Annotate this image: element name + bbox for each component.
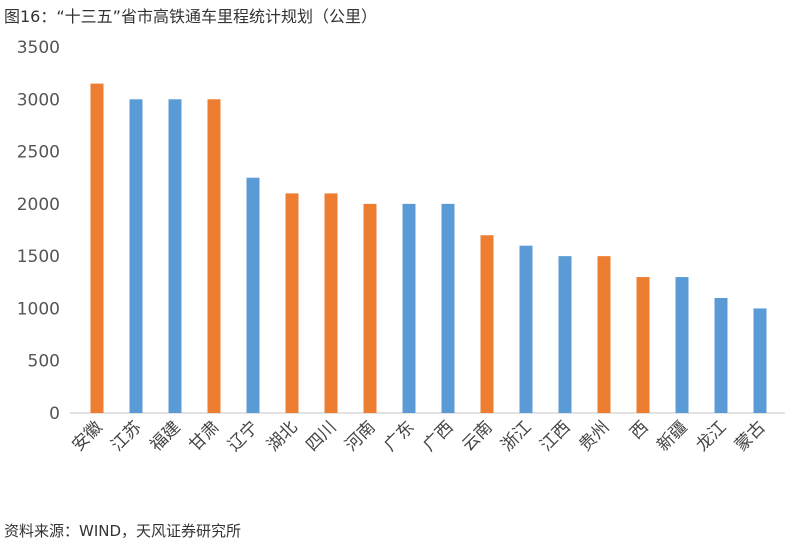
bar-甘肃 — [207, 99, 221, 414]
bar-江苏 — [129, 99, 143, 414]
x-tick-label: 贵州 — [575, 417, 613, 455]
y-tick-label: 3000 — [17, 90, 60, 110]
x-tick-label: 甘肃 — [185, 417, 223, 455]
x-tick-label: 云南 — [458, 417, 496, 455]
bar-蒙古 — [753, 308, 767, 413]
x-tick-label: 安徽 — [68, 417, 106, 455]
x-tick-label: 辽宁 — [224, 417, 262, 455]
x-tick-label: 福建 — [146, 417, 184, 455]
x-tick-label: 蒙古 — [731, 417, 769, 455]
bar-广西 — [441, 203, 455, 413]
source-note: 资料来源：WIND，天风证券研究所 — [4, 522, 242, 540]
x-tick-label: 龙江 — [692, 417, 730, 455]
y-tick-label: 2000 — [17, 195, 60, 215]
bar-广东 — [402, 203, 416, 413]
x-tick-label: 广西 — [419, 417, 457, 455]
bar-西 — [636, 277, 650, 413]
y-tick-label: 1500 — [17, 247, 60, 267]
x-tick-label: 江苏 — [107, 417, 145, 455]
y-tick-label: 1000 — [17, 299, 60, 319]
bar-浙江 — [519, 245, 533, 413]
x-tick-label: 江西 — [536, 417, 574, 455]
bar-辽宁 — [246, 177, 260, 413]
x-tick-label: 四川 — [302, 417, 340, 455]
bar-安徽 — [90, 83, 104, 413]
x-tick-label: 河南 — [341, 417, 379, 455]
x-tick-label: 湖北 — [263, 417, 301, 455]
bar-湖北 — [285, 193, 299, 413]
bar-龙江 — [714, 297, 728, 413]
y-tick-label: 500 — [28, 352, 60, 372]
x-tick-label: 西 — [626, 417, 652, 443]
chart-title: 图16：“十三五”省市高铁通车里程统计规划（公里） — [4, 7, 377, 26]
bar-新疆 — [675, 277, 689, 413]
y-tick-label: 3500 — [17, 38, 60, 58]
x-tick-label: 新疆 — [653, 417, 691, 455]
bar-云南 — [480, 235, 494, 413]
x-tick-label: 浙江 — [497, 417, 535, 455]
bar-江西 — [558, 256, 572, 413]
y-tick-label: 0 — [49, 404, 60, 424]
bar-河南 — [363, 203, 377, 413]
bar-四川 — [324, 193, 338, 413]
x-tick-label: 广东 — [380, 417, 418, 455]
bar-福建 — [168, 99, 182, 414]
y-tick-label: 2500 — [17, 143, 60, 163]
bar-贵州 — [597, 256, 611, 413]
